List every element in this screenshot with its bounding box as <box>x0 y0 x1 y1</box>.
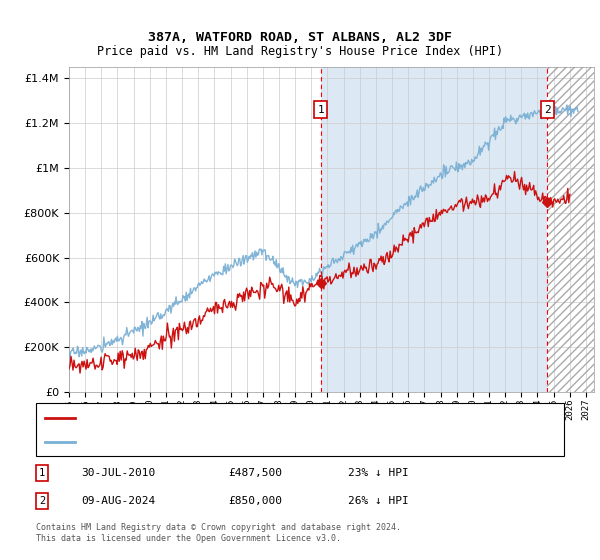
Text: 1: 1 <box>317 105 324 115</box>
Text: £487,500: £487,500 <box>228 468 282 478</box>
Text: 2: 2 <box>544 105 551 115</box>
Text: HPI: Average price, detached house, St Albans: HPI: Average price, detached house, St A… <box>81 436 362 446</box>
Bar <box>547 67 594 392</box>
Text: Price paid vs. HM Land Registry's House Price Index (HPI): Price paid vs. HM Land Registry's House … <box>97 45 503 58</box>
Text: 26% ↓ HPI: 26% ↓ HPI <box>348 496 409 506</box>
Text: 09-AUG-2024: 09-AUG-2024 <box>81 496 155 506</box>
Text: 2: 2 <box>39 496 45 506</box>
Text: 23% ↓ HPI: 23% ↓ HPI <box>348 468 409 478</box>
Bar <box>547 67 594 392</box>
Text: Contains HM Land Registry data © Crown copyright and database right 2024.
This d: Contains HM Land Registry data © Crown c… <box>36 524 401 543</box>
Text: 387A, WATFORD ROAD, ST ALBANS, AL2 3DF (detached house): 387A, WATFORD ROAD, ST ALBANS, AL2 3DF (… <box>81 413 425 423</box>
Bar <box>320 67 547 392</box>
Text: £850,000: £850,000 <box>228 496 282 506</box>
Text: 387A, WATFORD ROAD, ST ALBANS, AL2 3DF: 387A, WATFORD ROAD, ST ALBANS, AL2 3DF <box>148 31 452 44</box>
Text: 30-JUL-2010: 30-JUL-2010 <box>81 468 155 478</box>
Text: 1: 1 <box>39 468 45 478</box>
